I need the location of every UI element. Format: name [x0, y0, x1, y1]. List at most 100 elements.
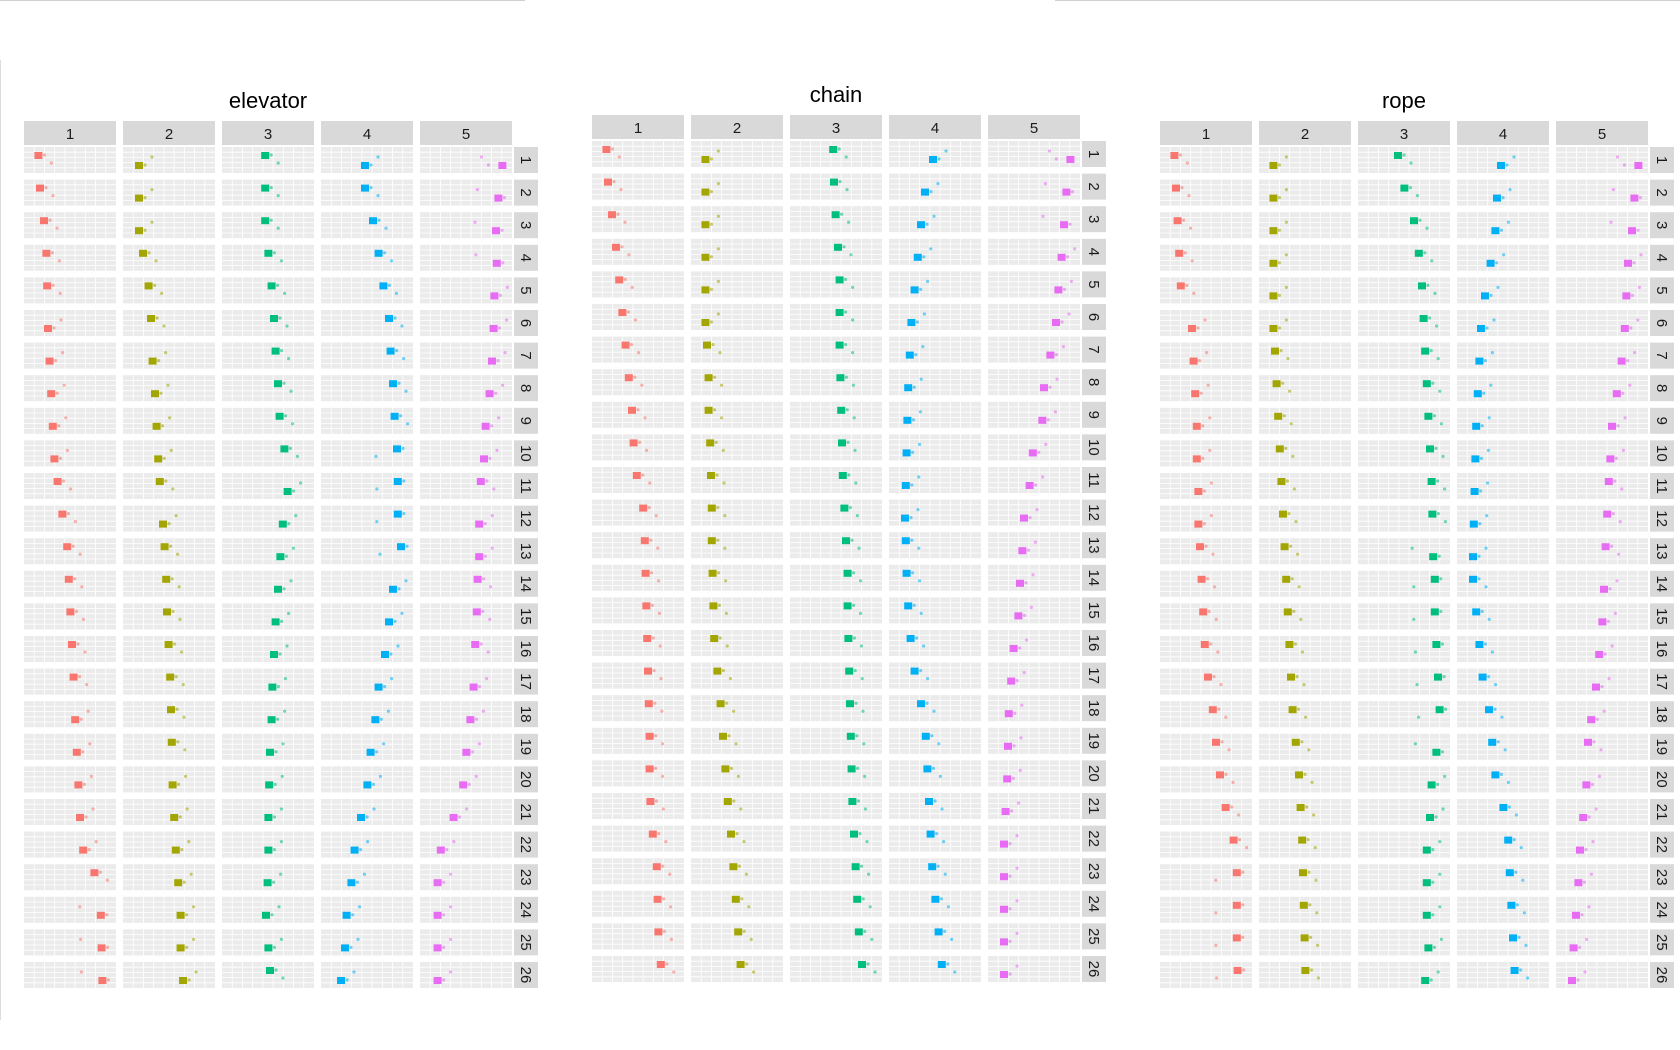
data-point-minor	[626, 310, 631, 314]
data-point	[846, 732, 855, 740]
column-strip	[988, 115, 1080, 139]
facet-cell	[321, 473, 413, 499]
data-point-minor	[1055, 377, 1059, 381]
data-point	[1038, 416, 1047, 424]
facet-cell	[790, 793, 882, 819]
facet-cell	[889, 825, 981, 852]
data-point	[1000, 873, 1008, 881]
data-point	[917, 221, 925, 229]
data-point-minor	[458, 815, 462, 819]
data-point	[34, 152, 43, 159]
data-point-minor	[844, 375, 849, 379]
data-point-minor	[665, 962, 669, 966]
facet-cell	[222, 570, 314, 597]
data-point-minor	[169, 544, 173, 548]
facet-cell	[889, 630, 981, 656]
data-point	[837, 406, 846, 414]
data-point-minor	[1408, 186, 1412, 190]
data-point	[1028, 449, 1037, 457]
data-point-minor	[174, 514, 178, 518]
data-point-minor	[177, 585, 181, 589]
data-point	[615, 276, 624, 284]
facet-cell	[222, 864, 314, 891]
data-point	[1400, 184, 1409, 192]
data-point-minor	[1485, 326, 1489, 330]
data-point-minor	[662, 929, 667, 934]
data-point-minor	[505, 285, 509, 289]
row-strip-label: 19	[1085, 732, 1102, 749]
facet-cell	[321, 864, 413, 891]
data-point	[174, 879, 183, 887]
data-point-minor	[858, 832, 862, 836]
facet-cell	[889, 695, 981, 722]
facet-cell	[889, 369, 981, 396]
facet-cell	[123, 440, 215, 467]
data-point-minor	[91, 807, 95, 811]
data-point	[97, 944, 106, 952]
data-point	[262, 911, 270, 919]
facet-cell	[1358, 407, 1450, 434]
data-point	[69, 673, 78, 681]
data-point-minor	[185, 807, 189, 811]
facet-cell	[24, 570, 116, 597]
data-point-minor	[299, 481, 303, 485]
data-point-minor	[78, 905, 82, 909]
facet-cell	[1358, 277, 1450, 304]
data-point-minor	[176, 552, 180, 556]
data-point-minor	[623, 220, 627, 224]
facet-cell	[889, 793, 981, 819]
data-point-minor	[720, 383, 724, 387]
row-strip-label: 16	[517, 641, 534, 658]
data-point-minor	[445, 848, 449, 852]
row-strip-label: 3	[517, 221, 534, 229]
data-point	[390, 412, 399, 420]
row-strip-label: 16	[1085, 635, 1102, 652]
data-point-minor	[739, 807, 743, 811]
data-point-minor	[483, 554, 487, 558]
facet-cell	[691, 336, 783, 363]
data-point-minor	[1402, 153, 1406, 157]
facet-cell	[592, 662, 684, 689]
data-point-minor	[1028, 516, 1032, 520]
data-point-minor	[157, 359, 161, 363]
data-point-minor	[660, 709, 664, 713]
data-point	[71, 716, 80, 724]
data-point	[727, 830, 735, 838]
data-point-minor	[860, 677, 864, 681]
data-point-minor	[1047, 149, 1051, 153]
data-point-minor	[442, 978, 446, 982]
data-point	[706, 439, 715, 447]
facet-cell	[691, 695, 783, 722]
data-point-minor	[150, 188, 154, 192]
facet-cell	[321, 538, 413, 565]
facet-cell	[988, 630, 1080, 656]
data-point-minor	[490, 546, 494, 550]
data-point	[275, 412, 284, 420]
data-point-minor	[372, 807, 376, 811]
data-point-minor	[840, 212, 844, 216]
data-point-minor	[449, 970, 453, 974]
data-point-minor	[709, 287, 714, 291]
data-point-minor	[192, 937, 196, 942]
data-point-minor	[630, 343, 634, 347]
facet-cell	[420, 962, 512, 988]
data-point-minor	[1430, 259, 1434, 263]
facet-cell	[123, 473, 215, 499]
data-point	[1624, 259, 1632, 267]
data-point	[842, 537, 850, 545]
data-point-minor	[1190, 259, 1194, 263]
facet-cell	[889, 760, 981, 787]
data-point-minor	[378, 552, 382, 556]
data-point-minor	[652, 669, 656, 673]
facet-cell	[889, 662, 981, 689]
data-point-minor	[940, 807, 944, 811]
data-point-minor	[867, 872, 871, 876]
data-point-minor	[442, 945, 446, 950]
data-point	[602, 146, 611, 153]
data-point	[274, 585, 282, 593]
data-point-minor	[399, 414, 403, 418]
column-strip-label: 2	[165, 126, 173, 143]
row-strip-label: 7	[1085, 345, 1102, 353]
facet-cell	[222, 733, 314, 760]
data-point	[53, 478, 62, 485]
